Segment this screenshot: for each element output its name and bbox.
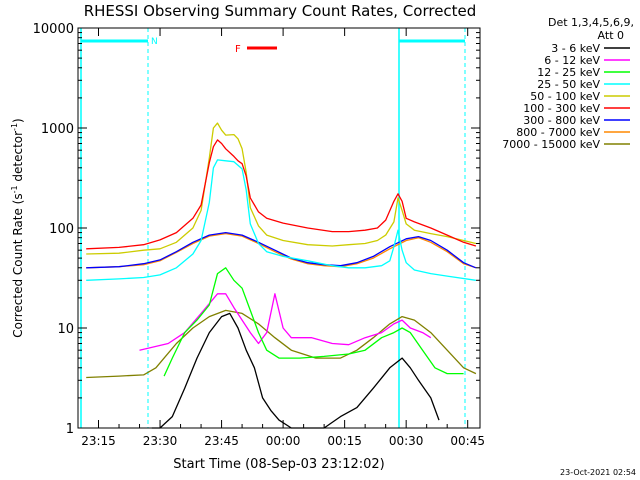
- saa-marker-label: N: [151, 37, 158, 47]
- x-axis-label: Start Time (08-Sep-03 23:12:02): [173, 457, 384, 472]
- y-tick-label: 10000: [33, 22, 74, 37]
- series-line: [86, 159, 476, 281]
- series-line: [163, 267, 464, 377]
- y-label-mid: detector: [11, 131, 25, 186]
- legend-label: 6 - 12 keV: [544, 54, 600, 67]
- saa-night-markers: N: [80, 28, 466, 428]
- generation-timestamp: 23-Oct-2021 02:54: [560, 468, 636, 477]
- series-line: [86, 309, 477, 379]
- y-tick-label: 1: [66, 422, 74, 437]
- y-label-sup2: -1: [10, 123, 19, 131]
- x-tick-label: 00:45: [450, 434, 485, 448]
- y-label-main: Corrected Count Rate (s: [11, 193, 25, 337]
- y-tick-label: 10: [57, 322, 74, 337]
- legend-label: 300 - 800 keV: [523, 114, 600, 127]
- legend-detectors: Det 1,3,4,5,6,9,: [548, 16, 634, 29]
- series-line: [86, 231, 477, 269]
- flare-marker: F: [235, 44, 277, 55]
- legend-label: 12 - 25 keV: [537, 66, 600, 79]
- legend-label: 25 - 50 keV: [537, 78, 600, 91]
- series-line: [86, 139, 477, 250]
- y-label-end: ): [11, 118, 25, 123]
- x-axis: 23:15 23:30 23:45 00:00 00:15 00:30 00:45: [81, 28, 485, 448]
- legend-label: 800 - 7000 keV: [516, 126, 600, 139]
- y-label-sup1: -1: [10, 185, 19, 193]
- series-line: [86, 122, 477, 255]
- legend-label: 100 - 300 keV: [523, 102, 600, 115]
- y-tick-label: 1000: [41, 122, 74, 137]
- x-tick-label: 00:00: [266, 434, 301, 448]
- y-tick-label: 100: [49, 222, 74, 237]
- legend-attenuator: Att 0: [598, 29, 624, 42]
- y-axis: 1 10 100 1000 10000: [33, 22, 480, 437]
- x-tick-label: 23:30: [143, 434, 178, 448]
- x-tick-label: 23:45: [204, 434, 239, 448]
- series-line: [139, 293, 432, 351]
- flare-marker-label: F: [235, 44, 241, 55]
- x-tick-label: 23:15: [81, 434, 116, 448]
- chart-title: RHESSI Observing Summary Count Rates, Co…: [84, 2, 477, 20]
- plot-frame: [77, 27, 481, 429]
- series-layer: [86, 122, 477, 429]
- x-tick-label: 00:15: [327, 434, 362, 448]
- y-axis-label: Corrected Count Rate (s-1 detector-1): [10, 118, 25, 337]
- legend-label: 7000 - 15000 keV: [502, 138, 600, 151]
- x-tick-label: 00:30: [389, 434, 424, 448]
- legend-label: 3 - 6 keV: [551, 42, 600, 55]
- series-line: [151, 312, 440, 429]
- legend-label: 50 - 100 keV: [530, 90, 600, 103]
- series-line: [86, 232, 477, 269]
